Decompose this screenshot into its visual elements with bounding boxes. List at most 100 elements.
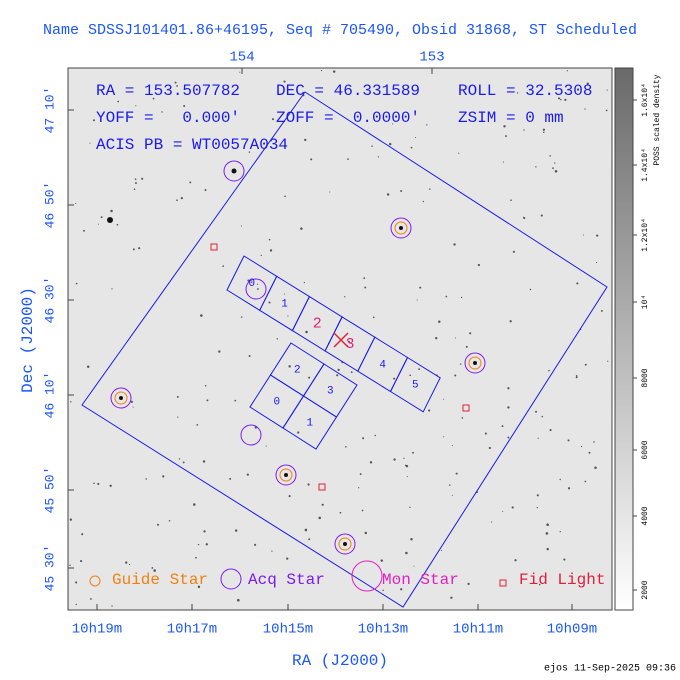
star [284,195,286,198]
star [197,543,200,546]
star [552,167,554,169]
star [455,472,458,475]
star [453,243,456,246]
star [271,118,274,121]
star [177,416,179,418]
star [134,182,137,185]
star [538,583,541,586]
star [284,473,288,477]
star [234,399,237,402]
star [507,436,510,439]
star [396,578,398,580]
star [205,543,208,546]
star [438,320,441,323]
star [549,429,552,432]
zsim: ZSIM = 0 mm [458,109,564,127]
star [488,446,491,450]
star [512,250,515,253]
star [477,263,480,267]
star [204,188,207,191]
y-tick-label: 46 10' [42,372,57,419]
star [192,503,196,506]
star [426,124,428,126]
x-tick-label: 10h09m [547,622,597,638]
star [89,142,91,144]
star [595,261,598,264]
star [584,108,586,110]
star [400,190,403,192]
star [566,70,568,72]
star [222,265,224,267]
star [109,484,112,487]
star [81,533,84,536]
star [291,112,294,114]
star [133,188,136,191]
star [507,406,510,409]
star [168,520,171,522]
star [135,105,137,107]
star [535,410,538,413]
star [548,369,550,372]
star [304,138,307,142]
star [200,314,203,317]
star [127,115,129,117]
star [557,97,561,100]
star [83,229,85,232]
colorbar [614,67,634,611]
title: Name SDSSJ101401.86+46195, Seq # 705490,… [43,22,637,39]
star [364,286,367,289]
star [537,437,539,439]
y-axis-label: Dec (J2000) [19,287,37,393]
acis-i-chip [282,395,338,450]
top-tick-label: 153 [419,50,444,66]
star [509,320,512,323]
star [409,506,411,508]
star [510,199,512,201]
star [435,336,438,340]
star [260,254,262,257]
x-tick-label: 10h11m [453,622,503,638]
colorbar-label: POSS scaled density [653,74,662,165]
chip-label: 1 [306,417,313,429]
y-tick-label: 46 50' [42,182,57,229]
top-tick-label: 154 [229,50,254,66]
star [180,196,183,200]
star [459,363,462,365]
chip-label: 3 [345,336,354,353]
star [162,475,165,478]
star [256,283,259,285]
star [246,473,249,476]
star [254,543,257,546]
star [287,315,289,317]
star [514,559,517,562]
colorbar-tick-label: 1.4x10⁴ [641,148,650,182]
star [536,506,539,509]
star [410,146,413,149]
star [111,605,113,607]
star [288,495,291,498]
acq-stars [110,160,486,555]
star [491,521,493,523]
chip-label: 1 [281,298,288,310]
star [321,503,324,506]
star [90,598,92,600]
star [107,217,113,223]
star [345,445,347,448]
star [86,365,90,368]
y-tick-label: 46 30' [42,277,57,324]
star [363,277,366,280]
x-tick-label: 10h19m [72,622,122,638]
star [540,214,543,217]
x-tick-label: 10h15m [263,622,313,638]
star [304,528,308,532]
star [97,223,99,225]
star [178,458,181,460]
star [416,299,418,301]
ra: RA = 153.507782 [96,82,240,100]
star [347,340,350,343]
roll: ROLL = 32.5308 [458,82,592,100]
star [543,131,545,134]
star [182,461,185,464]
star [507,387,510,390]
star [450,596,453,599]
